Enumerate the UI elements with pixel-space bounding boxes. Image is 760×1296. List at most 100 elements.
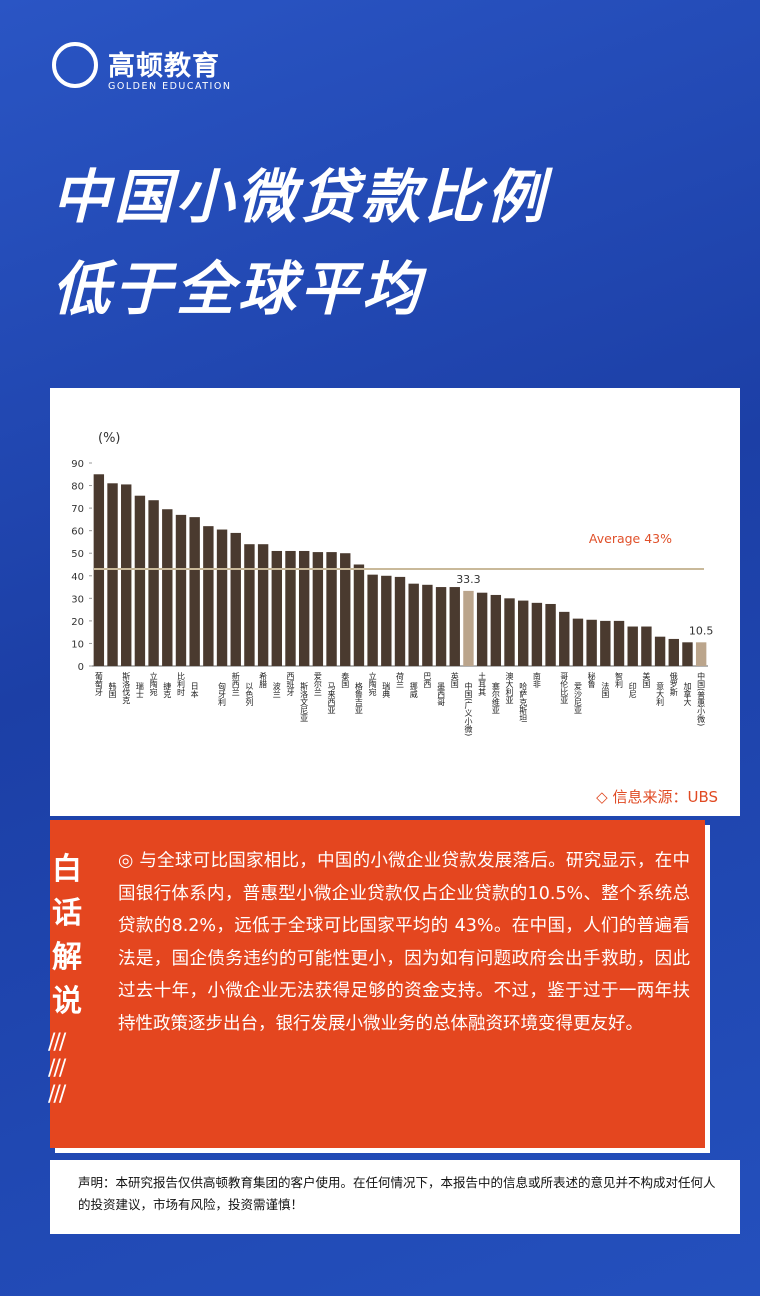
x-tick-label: 巴西 <box>423 672 432 689</box>
bar <box>572 618 584 666</box>
bar <box>353 564 365 666</box>
bar <box>449 587 460 666</box>
logo-mark <box>52 42 98 88</box>
x-tick-label: 希腊 <box>259 671 268 689</box>
x-tick-label: 匈牙利 <box>218 681 227 706</box>
data-label: 10.5 <box>689 624 714 637</box>
bar <box>600 620 611 666</box>
bar <box>162 509 173 666</box>
x-tick-label: 俄罗斯 <box>669 671 678 697</box>
bar <box>682 642 693 666</box>
y-tick-label: 20 <box>71 617 84 628</box>
y-tick-label: 80 <box>71 482 84 493</box>
bar <box>531 602 543 666</box>
bar <box>340 553 351 666</box>
x-tick-label: 中国(广义小微) <box>464 681 473 736</box>
x-tick-label: 爱沙尼亚 <box>573 682 582 714</box>
bar <box>121 484 132 666</box>
x-tick-label: 加拿大 <box>683 681 692 707</box>
bar <box>463 590 474 666</box>
x-tick-label: 美国 <box>642 671 651 689</box>
x-tick-label: 墨西哥 <box>437 682 446 707</box>
x-tick-label: 挪威 <box>409 681 418 699</box>
bar <box>203 526 214 666</box>
bar <box>586 619 597 666</box>
x-tick-label: 土耳其 <box>478 671 487 697</box>
bar <box>93 474 105 666</box>
bar <box>408 583 419 666</box>
bar <box>476 592 488 666</box>
bar <box>627 626 638 666</box>
bar <box>107 483 118 666</box>
x-tick-label: 意大利 <box>656 681 665 706</box>
bar <box>312 552 324 666</box>
bar <box>257 544 269 666</box>
logo-subtitle: GOLDEN EDUCATION <box>108 81 232 92</box>
x-tick-label: 法国 <box>601 681 610 699</box>
x-tick-label: 格鲁吉亚 <box>354 681 363 714</box>
x-tick-label: 西班牙 <box>286 672 295 697</box>
x-tick-label: 哥伦比亚 <box>560 672 569 704</box>
y-tick-label: 50 <box>71 549 84 560</box>
x-tick-label: 韩国 <box>108 681 117 699</box>
x-tick-label: 马来西亚 <box>327 682 336 714</box>
bar <box>435 587 447 666</box>
bar <box>517 600 529 666</box>
bar <box>654 636 666 666</box>
bar <box>422 584 433 666</box>
x-tick-label: 瑞典 <box>382 681 391 699</box>
bar <box>134 495 146 666</box>
x-tick-label: 爱尔兰 <box>313 672 322 696</box>
bar <box>230 532 241 666</box>
bar <box>641 626 652 666</box>
x-tick-label: 荷兰 <box>396 671 405 688</box>
x-tick-label: 塞尔维亚 <box>491 681 500 714</box>
decor: ///////// <box>48 1030 66 1107</box>
x-tick-label: 智利 <box>615 671 624 688</box>
x-tick-label: 中国(普惠小微) <box>697 671 706 726</box>
explain-title: 白话解说 <box>52 852 82 1019</box>
x-tick-label: 斯洛文尼亚 <box>300 681 309 722</box>
chart: (%) 0102030405060708090葡萄牙 韩国 斯洛伐克 瑞士 立陶宛 捷克比… <box>71 431 714 736</box>
headline: 中国小微贷款比例 <box>52 163 549 231</box>
x-tick-label: 秘鲁 <box>587 671 596 689</box>
bar <box>559 611 570 666</box>
y-tick-label: 90 <box>71 459 84 470</box>
y-tick-label: 10 <box>71 639 84 650</box>
logo: 高顿教育 GOLDEN EDUCATION <box>52 42 232 92</box>
bar <box>394 576 406 666</box>
bar <box>216 529 228 666</box>
footer <box>50 1160 740 1234</box>
x-tick-label: 捷克 <box>163 681 172 699</box>
bar <box>490 594 502 666</box>
explain-text: ◎ 与全球可比国家相比，中国的小微企业贷款发展落后。研究显示，在中国银行体系内，… <box>118 851 690 1034</box>
x-tick-label: 以色列 <box>245 682 254 707</box>
bar <box>504 598 515 666</box>
bar <box>381 575 392 666</box>
x-tick-label: 葡萄牙 <box>94 671 103 697</box>
bar <box>367 574 378 666</box>
bar <box>285 550 296 666</box>
x-tick-label: 澳大利亚 <box>505 671 514 704</box>
y-tick-label: 0 <box>78 662 84 673</box>
x-tick-label: 立陶宛 <box>368 671 377 697</box>
logo-name: 高顿教育 <box>108 51 220 82</box>
x-tick-label: 英国 <box>450 671 459 689</box>
x-tick-label: 斯洛伐克 <box>122 671 131 705</box>
x-tick-label: 哈萨克斯坦 <box>519 681 528 722</box>
x-tick-label: 新西兰 <box>231 671 240 696</box>
x-tick-label: 立陶宛 <box>149 671 158 697</box>
headline: 低于全球平均 <box>52 255 425 323</box>
x-tick-label: 比利时 <box>176 671 185 696</box>
x-tick-label: 南非 <box>532 671 541 689</box>
source: ◇ 信息来源：UBS <box>596 788 718 806</box>
explain-box <box>50 820 705 1148</box>
bar <box>244 544 255 666</box>
bar <box>326 552 337 666</box>
x-tick-label: 泰国 <box>341 671 350 689</box>
bar <box>613 620 625 666</box>
bar <box>668 638 679 666</box>
bar <box>148 500 159 666</box>
bar <box>545 603 556 666</box>
